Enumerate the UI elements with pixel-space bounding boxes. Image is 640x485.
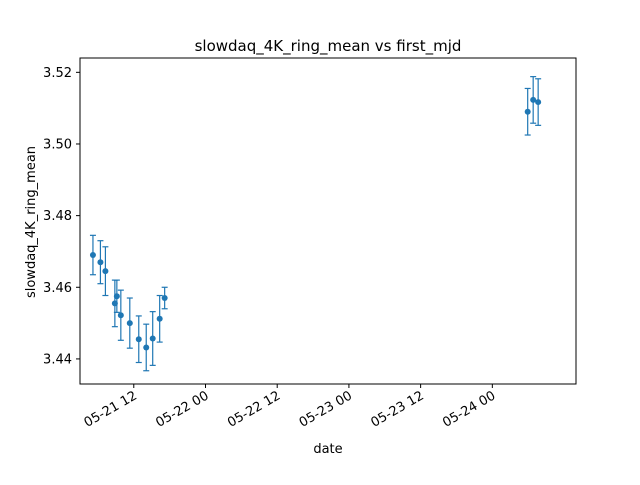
data-point xyxy=(524,108,531,115)
plot-area xyxy=(79,57,577,385)
data-point xyxy=(126,320,133,327)
chart-title: slowdaq_4K_ring_mean vs first_mjd xyxy=(195,37,462,56)
y-tick-label: 3.52 xyxy=(43,66,72,81)
data-point xyxy=(530,96,537,103)
x-axis-label: date xyxy=(313,442,342,457)
y-tick-label: 3.50 xyxy=(43,137,72,152)
y-axis-ticks: 3.44 3.46 3.48 3.50 3.52 xyxy=(43,66,80,367)
y-axis-label: slowdaq_4K_ring_mean xyxy=(24,146,39,298)
data-point xyxy=(89,252,96,259)
data-point xyxy=(135,336,142,343)
axes-frame xyxy=(79,57,577,385)
data-point xyxy=(156,315,163,322)
y-tick-label: 3.46 xyxy=(43,281,72,296)
data-point xyxy=(535,99,542,106)
y-tick-label: 3.48 xyxy=(43,209,72,224)
data-point xyxy=(149,335,156,342)
data-point xyxy=(143,344,150,351)
data-point xyxy=(102,268,109,275)
data-point xyxy=(113,293,120,300)
data-point xyxy=(111,300,118,307)
data-point xyxy=(117,312,124,319)
data-point xyxy=(97,259,104,266)
data-points xyxy=(89,96,542,351)
data-point xyxy=(161,295,168,302)
y-tick-label: 3.44 xyxy=(43,352,72,367)
